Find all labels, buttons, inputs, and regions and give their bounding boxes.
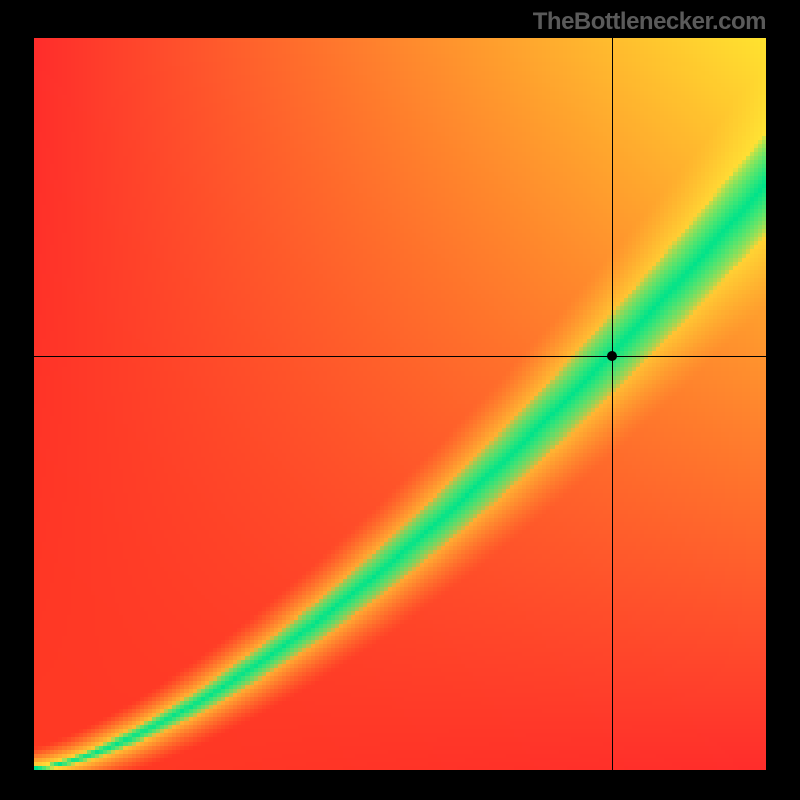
watermark-text: TheBottlenecker.com [533, 8, 766, 36]
crosshair-horizontal [34, 356, 766, 357]
heatmap-plot [34, 38, 766, 770]
crosshair-vertical [612, 38, 613, 770]
page-root: TheBottlenecker.com [0, 0, 800, 800]
heatmap-canvas [34, 38, 766, 770]
crosshair-marker [607, 351, 617, 361]
